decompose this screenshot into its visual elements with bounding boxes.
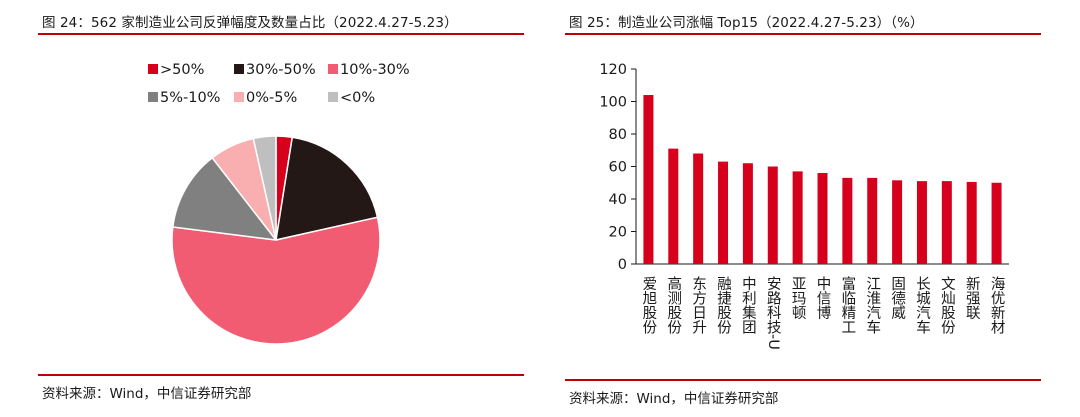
source-rule bbox=[38, 374, 524, 376]
bar bbox=[718, 161, 729, 264]
x-category-label: 中利集团 bbox=[740, 276, 756, 335]
x-category-label: 海优新材 bbox=[989, 276, 1005, 335]
bar bbox=[792, 171, 803, 264]
x-category-label: 长城汽车 bbox=[914, 276, 930, 335]
y-tick-label: 0 bbox=[618, 257, 627, 273]
legend-swatch bbox=[148, 64, 158, 74]
pie-slice bbox=[252, 135, 277, 241]
y-tick-label: 100 bbox=[599, 95, 627, 111]
legend-swatch bbox=[234, 92, 244, 102]
bar-chart: 0 20 40 60 80 100 120 爱旭股份 高测股份 东方日升 融捷股份 中利集团 安路科技-… bbox=[599, 62, 1009, 350]
bar bbox=[767, 166, 778, 264]
legend-label: 10%-30% bbox=[340, 62, 410, 78]
legend-swatch bbox=[234, 64, 244, 74]
bar bbox=[742, 163, 753, 264]
pie-chart: >50% 30%-50% 10%-30% 5%-10% 0%-5% <0% bbox=[148, 62, 410, 345]
bar bbox=[867, 177, 878, 264]
legend-swatch bbox=[328, 64, 338, 74]
bar bbox=[817, 173, 828, 264]
legend-item: 0%-5% bbox=[234, 90, 297, 106]
figure-24-source: 资料来源：Wind，中信证券研究部 bbox=[42, 386, 252, 402]
figure-25-title: 图 25：制造业公司涨幅 Top15（2022.4.27-5.23）（%） bbox=[569, 15, 924, 31]
figure-24-title: 图 24：562 家制造业公司反弹幅度及数量占比（2022.4.27-5.23） bbox=[42, 15, 458, 31]
figure-25-source: 资料来源：Wind，中信证券研究部 bbox=[569, 391, 779, 407]
x-category-label: 江淮汽车 bbox=[864, 276, 880, 335]
y-tick-label: 20 bbox=[609, 225, 627, 241]
pie-slice bbox=[275, 136, 379, 241]
pie-slice bbox=[171, 216, 381, 345]
y-tick-label: 80 bbox=[609, 127, 627, 143]
legend-item: <0% bbox=[328, 90, 375, 106]
bar bbox=[842, 177, 853, 264]
legend-swatch bbox=[328, 92, 338, 102]
legend-swatch bbox=[148, 92, 158, 102]
x-category-label: 固德威 bbox=[889, 276, 905, 321]
legend-item: 10%-30% bbox=[328, 62, 410, 78]
x-category-label: 东方日升 bbox=[690, 276, 706, 335]
pie-slice bbox=[171, 156, 278, 241]
legend-item: 5%-10% bbox=[148, 90, 220, 106]
legend-label: <0% bbox=[340, 90, 375, 106]
legend-item: 30%-50% bbox=[234, 62, 316, 78]
bar bbox=[693, 153, 704, 264]
y-tick-label: 40 bbox=[609, 192, 627, 208]
bar-figure-panel: 图 25：制造业公司涨幅 Top15（2022.4.27-5.23）（%） 0 2… bbox=[565, 0, 1041, 417]
legend-label: 5%-10% bbox=[160, 90, 220, 106]
x-category-label: 新强联 bbox=[964, 276, 980, 321]
legend-label: 0%-5% bbox=[246, 90, 297, 106]
legend-label: 30%-50% bbox=[246, 62, 316, 78]
source-rule bbox=[565, 379, 1041, 381]
bar bbox=[668, 148, 679, 264]
legend-item: >50% bbox=[148, 62, 204, 78]
title-rule bbox=[565, 33, 1041, 35]
x-category-label: 高测股份 bbox=[665, 276, 681, 336]
x-category-label: 文灿股份 bbox=[939, 276, 955, 336]
title-rule bbox=[38, 33, 524, 35]
bar bbox=[892, 180, 903, 264]
bar bbox=[916, 181, 927, 264]
pie-figure-panel: 图 24：562 家制造业公司反弹幅度及数量占比（2022.4.27-5.23）… bbox=[38, 0, 524, 417]
bar bbox=[941, 181, 952, 264]
x-category-label: 爱旭股份 bbox=[640, 276, 656, 336]
x-category-label: 融捷股份 bbox=[715, 276, 731, 336]
bar bbox=[643, 95, 654, 264]
x-category-label: 中信博 bbox=[815, 276, 831, 320]
bar bbox=[966, 181, 977, 264]
y-tick-label: 120 bbox=[599, 62, 627, 78]
x-category-label: 富临精工 bbox=[839, 275, 855, 334]
x-category-label: 安路科技-U bbox=[765, 276, 781, 350]
bar bbox=[991, 182, 1002, 264]
y-tick-label: 60 bbox=[609, 160, 627, 176]
x-category-label: 亚玛顿 bbox=[790, 276, 806, 320]
legend-label: >50% bbox=[160, 62, 204, 78]
